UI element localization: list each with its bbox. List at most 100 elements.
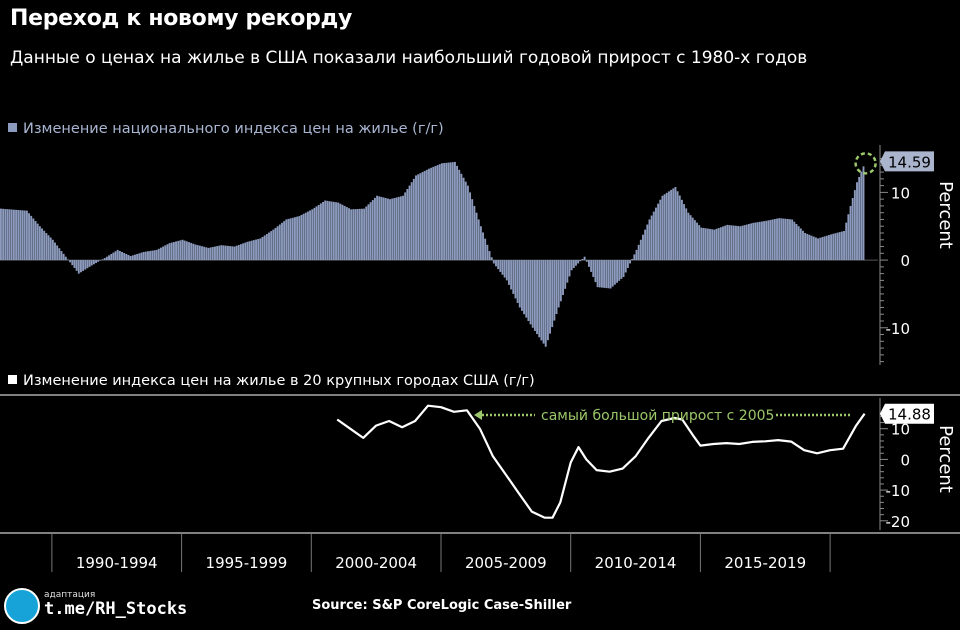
bar <box>488 251 491 261</box>
bar <box>702 227 705 261</box>
bar <box>825 235 828 261</box>
bar <box>553 260 556 321</box>
y-tick-label-top: 10 <box>891 184 910 202</box>
bar <box>201 246 203 261</box>
bar <box>131 255 134 261</box>
bar <box>834 233 837 261</box>
bar <box>611 260 614 287</box>
bar <box>412 178 415 261</box>
bar <box>434 165 437 261</box>
bar <box>252 240 255 261</box>
bar <box>529 260 532 325</box>
bar <box>460 173 463 261</box>
bar <box>415 175 417 261</box>
bar <box>696 222 698 261</box>
bar <box>95 260 98 264</box>
last-value-label-top: 14.59 <box>888 153 931 171</box>
bar <box>354 209 357 261</box>
y-tick-label-bottom: 10 <box>891 421 910 439</box>
bar <box>21 210 24 261</box>
bar <box>296 216 299 261</box>
bar <box>248 241 251 261</box>
bar <box>125 253 128 261</box>
y-tick-label-bottom: 0 <box>900 451 910 469</box>
legend-square-icon <box>8 123 17 132</box>
bar <box>609 260 612 289</box>
bar <box>138 253 141 261</box>
bar <box>505 260 508 281</box>
bar <box>64 256 67 261</box>
y-tick-label-bottom: -20 <box>886 513 911 531</box>
bar <box>306 211 309 261</box>
bar <box>683 204 686 261</box>
bar <box>209 247 212 261</box>
bar <box>512 260 515 294</box>
bar <box>276 226 279 261</box>
bar <box>853 190 856 261</box>
bar <box>319 203 322 261</box>
bar <box>34 221 37 261</box>
bar <box>756 222 759 261</box>
bar <box>326 200 329 261</box>
bar <box>726 224 729 261</box>
bar <box>832 233 835 261</box>
bar <box>514 260 517 299</box>
bar <box>121 251 123 261</box>
bar <box>259 238 262 261</box>
source-text: Source: S&P CoreLogic Case-Shiller <box>312 598 572 613</box>
bar <box>105 256 108 261</box>
bar <box>190 242 193 261</box>
bar <box>527 260 530 321</box>
bar <box>784 218 787 261</box>
x-tick-label: 2005-2009 <box>465 554 547 572</box>
last-value-badge-top <box>880 151 934 172</box>
chart-subtitle: Данные о ценах на жилье в США показали н… <box>10 48 808 68</box>
bar <box>717 228 720 261</box>
bar <box>760 221 763 261</box>
bar <box>155 249 158 261</box>
bar <box>242 243 245 261</box>
watermark-link[interactable]: t.me/RH_Stocks <box>44 599 188 619</box>
bar <box>531 260 534 328</box>
bar <box>15 209 18 261</box>
bar <box>281 222 283 261</box>
bar <box>840 231 843 261</box>
bar <box>298 216 301 261</box>
legend-national-label: Изменение национального индекса цен на ж… <box>23 121 444 137</box>
bar <box>19 210 22 261</box>
bar <box>622 260 625 277</box>
chart-title: Переход к новому рекорду <box>10 6 353 31</box>
bar <box>624 260 627 273</box>
bar <box>516 260 519 303</box>
x-tick-label: 2015-2019 <box>724 554 806 572</box>
bar <box>704 228 707 261</box>
bar <box>406 189 409 261</box>
bar <box>693 220 696 261</box>
bar <box>635 249 638 261</box>
bar <box>456 165 459 261</box>
bar <box>568 260 571 277</box>
bar <box>464 181 467 261</box>
bar <box>410 182 413 261</box>
bar <box>492 260 495 264</box>
bar <box>661 195 664 261</box>
bar <box>153 250 156 261</box>
bar <box>851 198 854 261</box>
bar <box>687 212 690 261</box>
bar <box>646 224 649 261</box>
bar <box>786 219 789 261</box>
bar <box>157 248 160 261</box>
bar <box>170 242 173 261</box>
bar <box>339 203 342 261</box>
bar <box>843 230 845 261</box>
bar <box>324 200 327 261</box>
bar <box>226 245 229 261</box>
bar <box>616 260 619 283</box>
channel-logo-icon <box>4 588 40 624</box>
bar <box>670 189 673 261</box>
bar <box>678 195 681 261</box>
bar <box>849 205 852 261</box>
bar <box>207 247 210 261</box>
bar <box>356 208 359 261</box>
x-tick-label: 2010-2014 <box>595 554 677 572</box>
